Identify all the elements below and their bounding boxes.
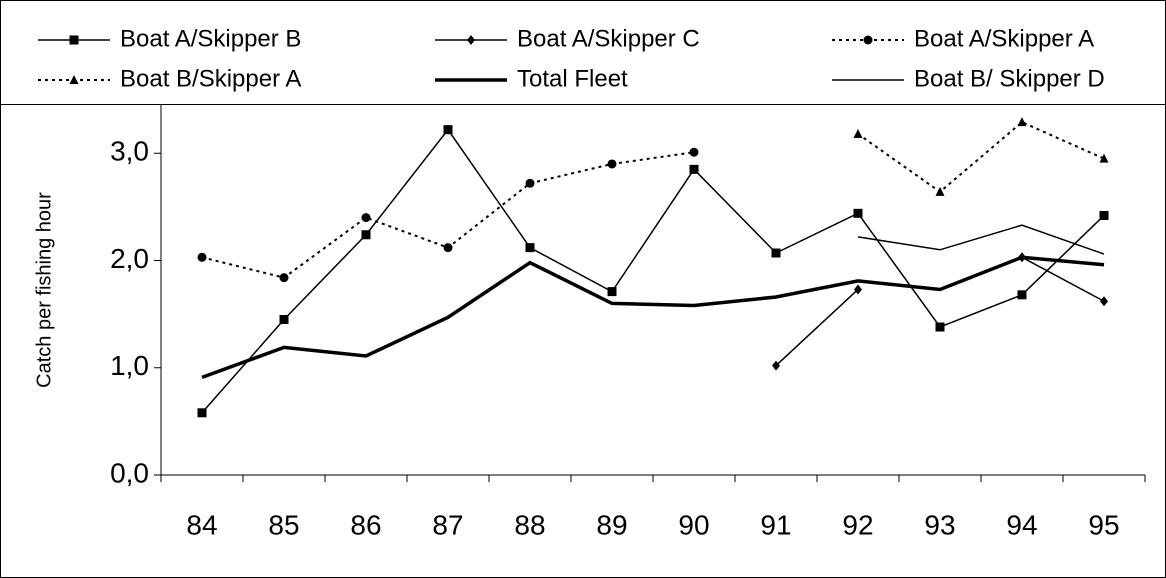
legend-label: Boat A/Skipper A bbox=[914, 25, 1094, 52]
series-line bbox=[857, 120, 1105, 194]
series-line bbox=[857, 224, 1105, 255]
marker bbox=[279, 273, 289, 283]
marker bbox=[1099, 210, 1109, 220]
marker bbox=[1017, 117, 1027, 127]
y-tick-label: 1,0 bbox=[110, 350, 149, 381]
x-tick-label: 89 bbox=[596, 509, 627, 540]
x-tick-label: 91 bbox=[760, 509, 791, 540]
marker bbox=[467, 35, 475, 45]
marker bbox=[69, 75, 79, 84]
legend-label: Boat A/Skipper B bbox=[120, 25, 301, 52]
legend-label: Boat A/Skipper C bbox=[517, 25, 700, 52]
marker bbox=[771, 248, 781, 258]
legend-label: Boat B/Skipper A bbox=[120, 65, 301, 92]
marker bbox=[1017, 290, 1027, 300]
x-tick-label: 92 bbox=[842, 509, 873, 540]
marker bbox=[607, 287, 617, 297]
marker bbox=[772, 360, 780, 371]
marker bbox=[935, 322, 945, 332]
marker bbox=[1099, 153, 1109, 163]
x-tick-label: 94 bbox=[1006, 509, 1037, 540]
y-axis-label: Catch per fishing hour bbox=[33, 192, 55, 388]
x-tick-label: 87 bbox=[432, 509, 463, 540]
x-tick-label: 86 bbox=[350, 509, 381, 540]
marker bbox=[525, 178, 535, 188]
y-tick-label: 0,0 bbox=[110, 457, 149, 488]
series-line bbox=[775, 256, 1105, 367]
x-tick-label: 88 bbox=[514, 509, 545, 540]
y-tick-label: 3,0 bbox=[110, 136, 149, 167]
marker bbox=[689, 147, 699, 157]
marker bbox=[1100, 296, 1108, 307]
marker bbox=[443, 243, 453, 253]
series-line bbox=[201, 255, 1105, 380]
marker bbox=[69, 35, 79, 45]
marker bbox=[525, 243, 535, 253]
x-tick-label: 90 bbox=[678, 509, 709, 540]
marker bbox=[607, 159, 617, 169]
legend-label: Total Fleet bbox=[517, 65, 628, 92]
x-tick-label: 85 bbox=[268, 509, 299, 540]
y-tick-label: 2,0 bbox=[110, 243, 149, 274]
x-tick-label: 95 bbox=[1088, 509, 1119, 540]
marker bbox=[361, 213, 371, 223]
marker bbox=[443, 125, 453, 135]
x-tick-label: 93 bbox=[924, 509, 955, 540]
marker bbox=[853, 208, 863, 218]
series-line bbox=[201, 128, 1105, 414]
x-tick-label: 84 bbox=[186, 509, 217, 540]
marker bbox=[689, 164, 699, 174]
marker bbox=[197, 252, 207, 262]
marker bbox=[279, 314, 289, 324]
marker bbox=[854, 284, 862, 295]
marker bbox=[863, 35, 873, 45]
marker bbox=[197, 408, 207, 418]
legend-label: Boat B/ Skipper D bbox=[914, 65, 1105, 92]
marker bbox=[361, 230, 371, 240]
marker bbox=[935, 186, 945, 196]
marker bbox=[853, 128, 863, 138]
